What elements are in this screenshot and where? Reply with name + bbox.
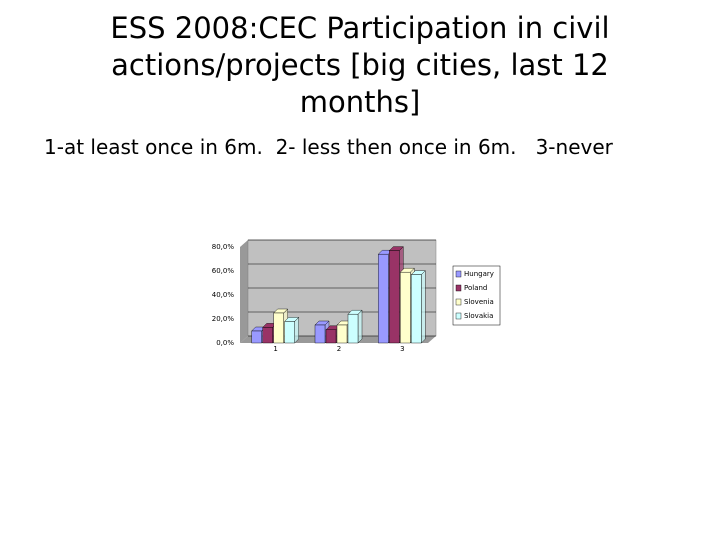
- legend-swatch: [455, 284, 462, 292]
- slide-title: ESS 2008:CEC Participation in civil acti…: [110, 11, 610, 119]
- y-tick-label: 40,0%: [212, 291, 235, 299]
- legend-label: Hungary: [464, 270, 494, 278]
- legend-swatch: [455, 312, 462, 320]
- legend-swatch: [455, 270, 462, 278]
- slide-subtitle: 1-at least once in 6m. 2- less then once…: [44, 135, 613, 159]
- legend-label: Slovakia: [464, 312, 493, 320]
- y-tick-label: 80,0%: [212, 243, 235, 251]
- x-tick-label: 1: [273, 345, 277, 353]
- bar: [284, 316, 300, 344]
- y-tick-label: 0,0%: [216, 339, 234, 347]
- y-tick-label: 20,0%: [212, 315, 235, 323]
- legend-swatch: [455, 298, 462, 306]
- bar: [347, 309, 363, 344]
- bar: [410, 270, 426, 344]
- x-tick-label: 3: [400, 345, 404, 353]
- y-tick-label: 60,0%: [212, 267, 235, 275]
- legend-label: Poland: [464, 284, 487, 292]
- legend-label: Slovenia: [464, 298, 494, 306]
- x-tick-label: 2: [337, 345, 341, 353]
- plot-wall-side: [240, 240, 248, 343]
